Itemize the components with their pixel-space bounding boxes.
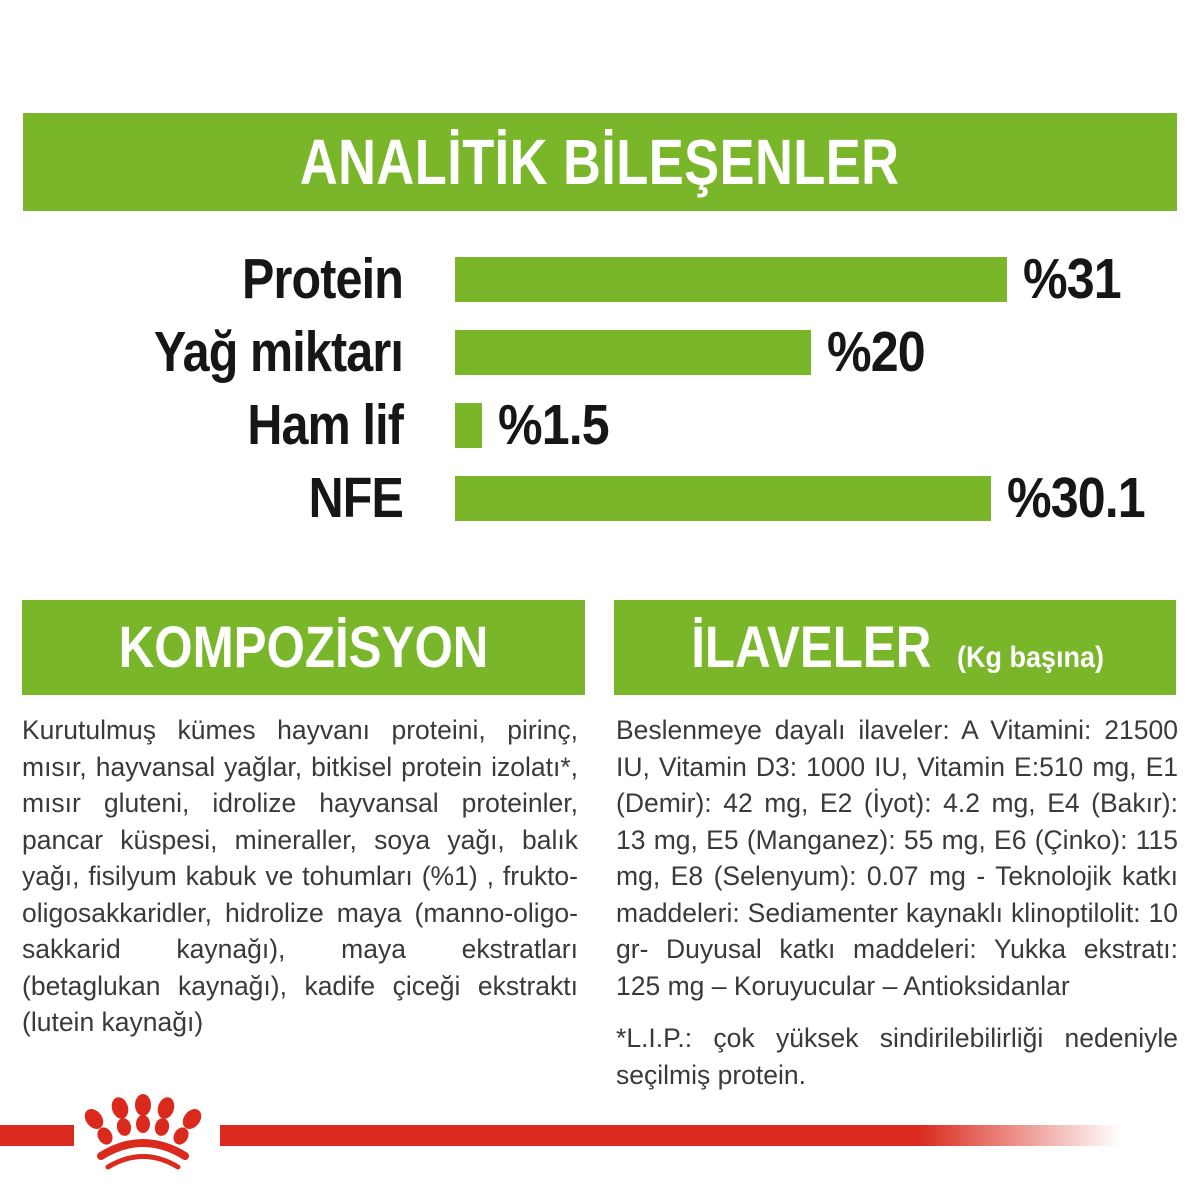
composition-title: KOMPOZİSYON bbox=[118, 615, 489, 680]
lip-footnote-text: *L.I.P.: çok yüksek sindirilebilirliği n… bbox=[616, 1023, 1178, 1090]
composition-header-banner: KOMPOZİSYON bbox=[22, 600, 585, 695]
bar-value: %30.1 bbox=[1007, 466, 1146, 530]
footer-red-stripe bbox=[0, 1125, 1120, 1146]
composition-body-text: Kurutulmuş kümes hayvanı proteini, pirin… bbox=[22, 715, 578, 1037]
chart-row-nfe: NFE %30.1 bbox=[0, 466, 1200, 530]
additives-header-banner: İLAVELER (Kg başına) bbox=[614, 600, 1176, 695]
bar-nfe bbox=[455, 475, 991, 521]
bar-value: %1.5 bbox=[498, 393, 610, 457]
analytics-header-title: ANALİTİK BİLEŞENLER bbox=[300, 126, 900, 198]
bar-label: NFE bbox=[308, 466, 404, 530]
additives-body-text: Beslenmeye dayalı ilaveler: A Vitamini: … bbox=[616, 715, 1178, 1001]
bar-fat bbox=[455, 329, 811, 375]
bar-label: Protein bbox=[242, 247, 404, 311]
additives-title-suffix: (Kg başına) bbox=[956, 641, 1104, 674]
bar-fibre bbox=[455, 402, 482, 448]
additives-title: İLAVELER bbox=[691, 615, 932, 680]
chart-row-fat: Yağ miktarı %20 bbox=[0, 320, 1200, 384]
royal-canin-crown-icon bbox=[84, 1094, 202, 1170]
chart-row-fibre: Ham lif %1.5 bbox=[0, 393, 1200, 457]
bar-label: Ham lif bbox=[247, 393, 403, 457]
bar-value: %20 bbox=[827, 320, 926, 384]
analytic-components-chart: Protein %31 Yağ miktarı %20 Ham lif %1.5… bbox=[0, 247, 1200, 548]
bar-protein bbox=[455, 256, 1007, 302]
bar-label: Yağ miktarı bbox=[153, 320, 404, 384]
chart-row-protein: Protein %31 bbox=[0, 247, 1200, 311]
analytics-header-banner: ANALİTİK BİLEŞENLER bbox=[23, 113, 1177, 211]
bar-value: %31 bbox=[1023, 247, 1122, 311]
